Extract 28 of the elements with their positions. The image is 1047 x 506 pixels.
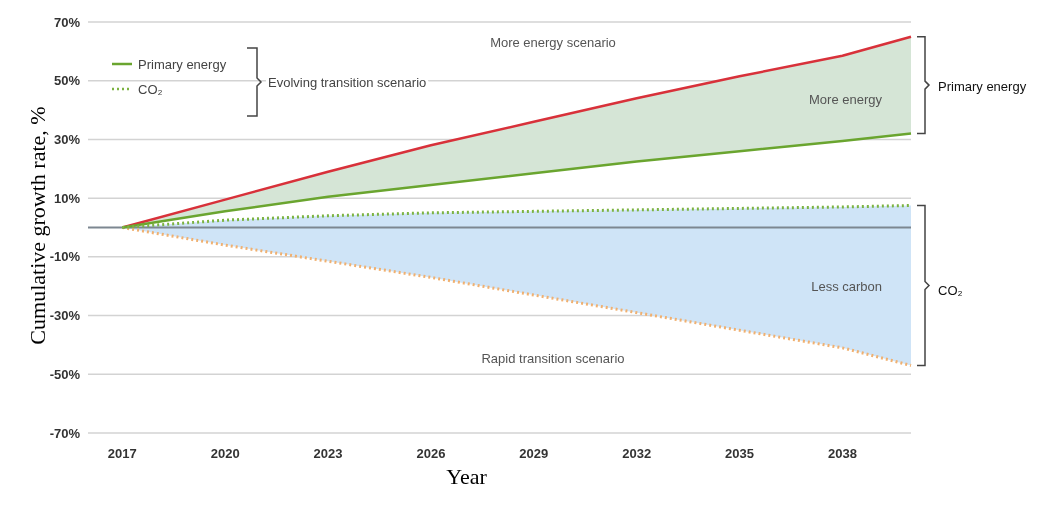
annotation: More energy [809,91,883,107]
annotation: Rapid transition scenario [481,350,625,366]
y-tick-label: -30% [49,308,81,324]
annotation: Evolving transition scenario [268,74,427,90]
legend-label: Primary energy [138,56,227,72]
x-tick-label: 2020 [210,446,240,461]
text: CO₂ [938,282,963,298]
x-tick-label: 2026 [416,446,446,461]
y-tick-label: 30% [53,131,81,147]
y-tick-label: 10% [53,190,81,206]
x-tick-label: 2035 [725,446,754,461]
y-tick-label: 70% [53,14,81,30]
annotation: More energy scenario [490,34,616,50]
x-tick-label: 2023 [313,446,343,461]
x-tick-label: 2017 [107,446,137,461]
x-tick-label: 2029 [519,446,549,461]
x-axis-title: Year [446,464,488,489]
line-series [121,132,913,229]
text: Primary energy [938,78,1027,94]
y-tick-label: 50% [53,73,81,89]
legend-label: CO₂ [138,81,163,97]
x-tick-label: 2032 [622,446,652,461]
y-tick-label: -10% [49,249,81,265]
y-axis-title: Cumulative growth rate, % [25,106,50,345]
y-tick-label: -70% [49,425,81,441]
x-tick-label: 2038 [827,446,857,461]
annotation: Less carbon [811,278,882,294]
y-tick-label: -50% [49,366,81,382]
